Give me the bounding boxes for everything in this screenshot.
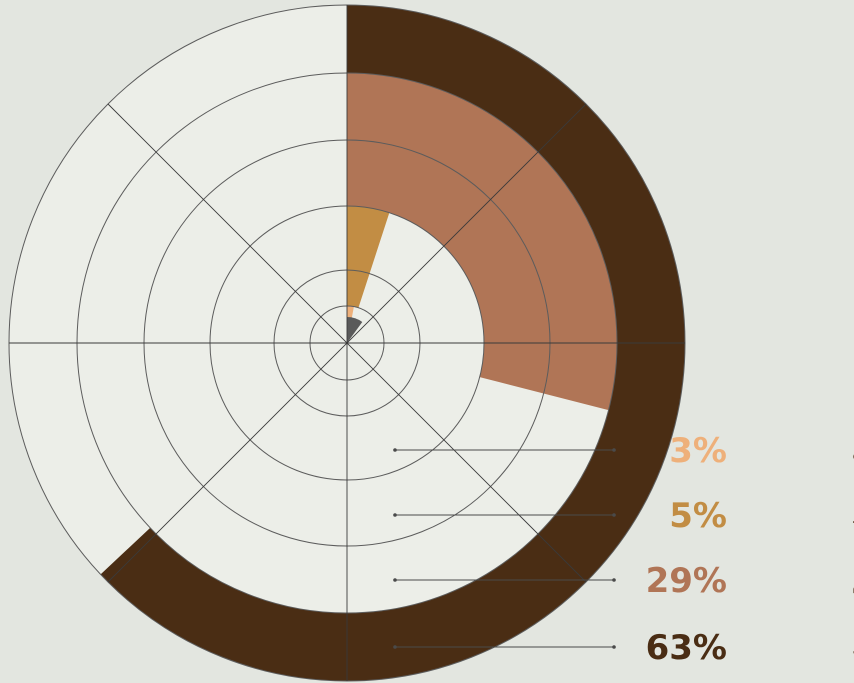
bar-2 bbox=[347, 206, 390, 308]
legend-value-label: 3% bbox=[669, 431, 727, 471]
chart-legend: 3% أخرى 5% إيجار جديد 29% إيجار قديم 63% تمليك bbox=[393, 431, 854, 668]
legend-row-4: 63% تمليك bbox=[393, 628, 854, 668]
legend-category-label: إيجار قديم bbox=[852, 569, 854, 594]
legend-leader-dot-start bbox=[393, 578, 397, 582]
legend-leader-dot-end bbox=[612, 645, 616, 649]
legend-value-label: 29% bbox=[646, 561, 727, 601]
legend-value-label: 63% bbox=[646, 628, 727, 668]
center-marker bbox=[347, 317, 363, 343]
legend-leader-dot-end bbox=[612, 513, 616, 517]
legend-leader-dot-start bbox=[393, 448, 397, 452]
legend-row-1: 3% أخرى bbox=[393, 431, 854, 471]
legend-category-label: أخرى bbox=[852, 437, 854, 463]
grid-spoke-4 bbox=[107, 103, 587, 583]
legend-leader-dot-start bbox=[393, 645, 397, 649]
legend-category-label: تمليك bbox=[852, 636, 854, 660]
legend-category-label: إيجار جديد bbox=[852, 504, 854, 529]
legend-value-label: 5% bbox=[669, 496, 727, 536]
chart-grid-overlay bbox=[8, 4, 686, 682]
legend-leader-dot-start bbox=[393, 513, 397, 517]
legend-leader-dot-end bbox=[612, 578, 616, 582]
bar-4 bbox=[100, 5, 685, 681]
legend-row-2: 5% إيجار جديد bbox=[393, 496, 854, 536]
legend-row-3: 29% إيجار قديم bbox=[393, 561, 854, 601]
legend-leader-dot-end bbox=[612, 448, 616, 452]
